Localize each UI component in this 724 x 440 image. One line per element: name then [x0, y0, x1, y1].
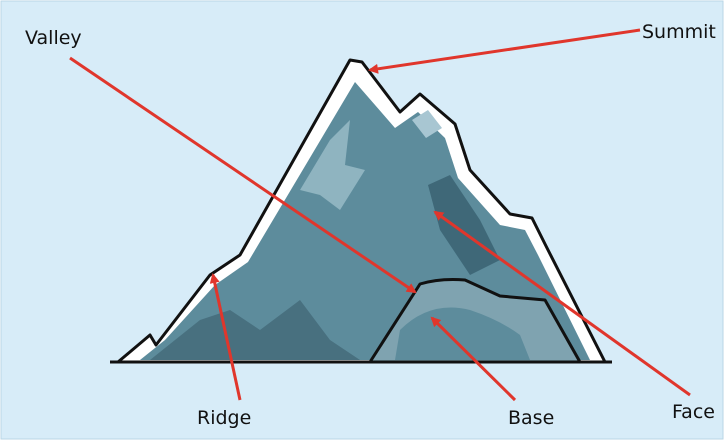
label: Face [672, 401, 715, 423]
label: Base [508, 407, 554, 429]
label: Summit [642, 21, 716, 43]
diagram: Valley Summit Ridge Base Face [0, 0, 724, 440]
label: Ridge [197, 407, 251, 429]
label: Valley [25, 27, 82, 49]
